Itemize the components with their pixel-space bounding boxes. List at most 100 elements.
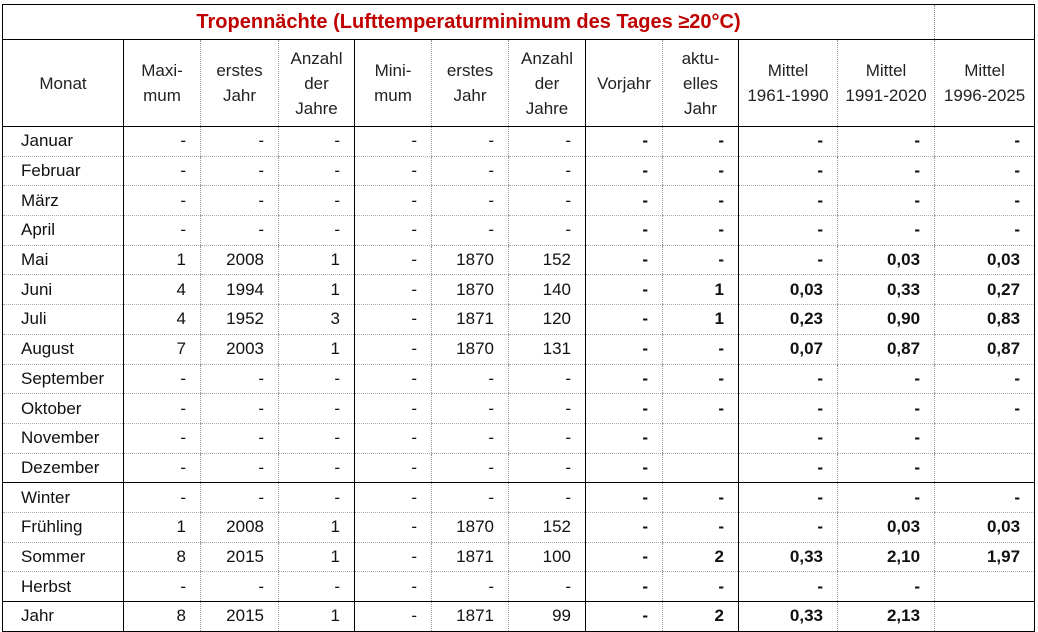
cell-erstes-jahr-min: 1871 — [431, 542, 509, 573]
cell-mittel-1991-2020: - — [836, 393, 935, 424]
cell-vorjahr: - — [585, 423, 663, 454]
cell-maximum: 7 — [123, 334, 201, 365]
cell-erstes-jahr-max: 2015 — [200, 542, 279, 573]
cell-mittel-1961-1990: - — [738, 126, 838, 157]
cell-mittel-1961-1990: 0,07 — [738, 334, 838, 365]
cell-vorjahr: - — [585, 185, 663, 217]
cell-erstes-jahr-min: 1871 — [431, 304, 509, 335]
cell-mittel-1996-2025 — [934, 423, 1036, 454]
table-row: Frühling 1 2008 1-1870 152- - -0,03 0,03 — [2, 512, 1036, 543]
cell-maximum: 4 — [123, 274, 201, 306]
cell-maximum: - — [123, 482, 201, 513]
cell-mittel-1991-2020: 2,10 — [836, 542, 935, 573]
cell-erstes-jahr-min: - — [431, 185, 509, 217]
cell-vorjahr: - — [585, 482, 663, 513]
table-row: Oktober - - - - - - - - - - - — [2, 393, 1036, 424]
cell-anzahl-jahre-max: 1 — [278, 245, 355, 276]
table-row: November - - - - - - - - - — [2, 423, 1036, 454]
table-row: Winter - - - - - - - - - - - — [2, 482, 1036, 513]
cell-erstes-jahr-max: - — [200, 126, 279, 157]
cell-anzahl-jahre-max: - — [278, 453, 355, 484]
cell-aktuelles-jahr: - — [662, 334, 739, 365]
cell-monat: Herbst — [2, 571, 124, 602]
cell-mittel-1991-2020: - — [836, 126, 935, 157]
cell-monat: Sommer — [2, 542, 124, 573]
cell-anzahl-jahre-max: - — [278, 156, 355, 187]
cell-maximum: 1 — [123, 245, 201, 276]
cell-mittel-1996-2025: 0,03 — [934, 512, 1036, 543]
cell-monat: August — [2, 334, 124, 365]
cell-minimum: - — [354, 393, 432, 424]
cell-erstes-jahr-max: 1952 — [200, 304, 279, 335]
cell-monat: September — [2, 364, 124, 395]
cell-erstes-jahr-min: - — [431, 393, 509, 424]
cell-minimum: - — [354, 245, 432, 276]
cell-maximum: - — [123, 185, 201, 217]
cell-mittel-1991-2020: 0,90 — [836, 304, 935, 335]
cell-anzahl-jahre-max: - — [278, 185, 355, 217]
cell-mittel-1996-2025: - — [934, 364, 1036, 395]
cell-maximum: - — [123, 215, 201, 246]
table-row: Sommer 8 2015 1-1871 100-2 0,33 2,10 1,97 — [2, 542, 1036, 573]
cell-monat: März — [2, 185, 124, 217]
cell-anzahl-jahre-min: 131 — [508, 334, 586, 365]
cell-erstes-jahr-max: - — [200, 156, 279, 187]
cell-mittel-1991-2020: 0,87 — [836, 334, 935, 365]
cell-mittel-1996-2025: 0,27 — [934, 274, 1036, 306]
cell-erstes-jahr-max: 2003 — [200, 334, 279, 365]
header-vorjahr: Vorjahr — [585, 39, 663, 127]
cell-mittel-1996-2025: - — [934, 393, 1036, 424]
cell-minimum: - — [354, 274, 432, 306]
cell-mittel-1996-2025: - — [934, 215, 1036, 246]
cell-anzahl-jahre-min: - — [508, 423, 586, 454]
cell-mittel-1991-2020: 0,33 — [836, 274, 935, 306]
cell-anzahl-jahre-max: 1 — [278, 542, 355, 573]
cell-vorjahr: - — [585, 156, 663, 187]
cell-erstes-jahr-min: 1870 — [431, 334, 509, 365]
cell-erstes-jahr-min: - — [431, 571, 509, 602]
cell-aktuelles-jahr: - — [662, 512, 739, 543]
cell-mittel-1991-2020: - — [836, 215, 935, 246]
cell-maximum: 8 — [123, 542, 201, 573]
table-title: Tropennächte (Lufttemperaturminimum des … — [1, 4, 935, 40]
cell-erstes-jahr-max: - — [200, 571, 279, 602]
cell-anzahl-jahre-max: - — [278, 571, 355, 602]
cell-mittel-1961-1990: - — [738, 453, 838, 484]
table-row: Mai 1 2008 1-1870 152- - -0,03 0,03 — [2, 245, 1036, 276]
cell-maximum: - — [123, 453, 201, 484]
table-row: September - - - - - - - - - - - — [2, 364, 1036, 395]
cell-aktuelles-jahr: - — [662, 364, 739, 395]
cell-anzahl-jahre-min: - — [508, 156, 586, 187]
cell-erstes-jahr-min: - — [431, 423, 509, 454]
table-row: Dezember - - - - - - - - - — [2, 453, 1036, 484]
table-row: Juli 4 1952 3-1871 120-1 0,23 0,90 0,83 — [2, 304, 1036, 335]
cell-minimum: - — [354, 423, 432, 454]
cell-aktuelles-jahr — [662, 423, 739, 454]
cell-vorjahr: - — [585, 393, 663, 424]
cell-anzahl-jahre-max: 1 — [278, 512, 355, 543]
cell-vorjahr: - — [585, 512, 663, 543]
cell-anzahl-jahre-max: 1 — [278, 334, 355, 365]
cell-maximum: - — [123, 571, 201, 602]
cell-anzahl-jahre-min: 120 — [508, 304, 586, 335]
cell-minimum: - — [354, 512, 432, 543]
title-row: Tropennächte (Lufttemperaturminimum des … — [1, 4, 1036, 40]
cell-maximum: 1 — [123, 512, 201, 543]
cell-erstes-jahr-max: 2008 — [200, 245, 279, 276]
header-anzahl-jahre-min: Anzahl der Jahre — [508, 39, 586, 127]
cell-mittel-1961-1990: - — [738, 423, 838, 454]
cell-mittel-1996-2025: - — [934, 185, 1036, 217]
cell-aktuelles-jahr: 1 — [662, 274, 739, 306]
cell-erstes-jahr-max: - — [200, 364, 279, 395]
table-row: Herbst - - - - - - - - - - — [2, 571, 1036, 602]
cell-mittel-1991-2020: - — [836, 571, 935, 602]
cell-anzahl-jahre-min: - — [508, 453, 586, 484]
cell-mittel-1996-2025: - — [934, 156, 1036, 187]
cell-mittel-1961-1990: - — [738, 512, 838, 543]
cell-mittel-1996-2025 — [934, 571, 1036, 602]
cell-minimum: - — [354, 215, 432, 246]
cell-aktuelles-jahr: - — [662, 393, 739, 424]
cell-minimum: - — [354, 334, 432, 365]
cell-vorjahr: - — [585, 334, 663, 365]
cell-erstes-jahr-min: - — [431, 215, 509, 246]
